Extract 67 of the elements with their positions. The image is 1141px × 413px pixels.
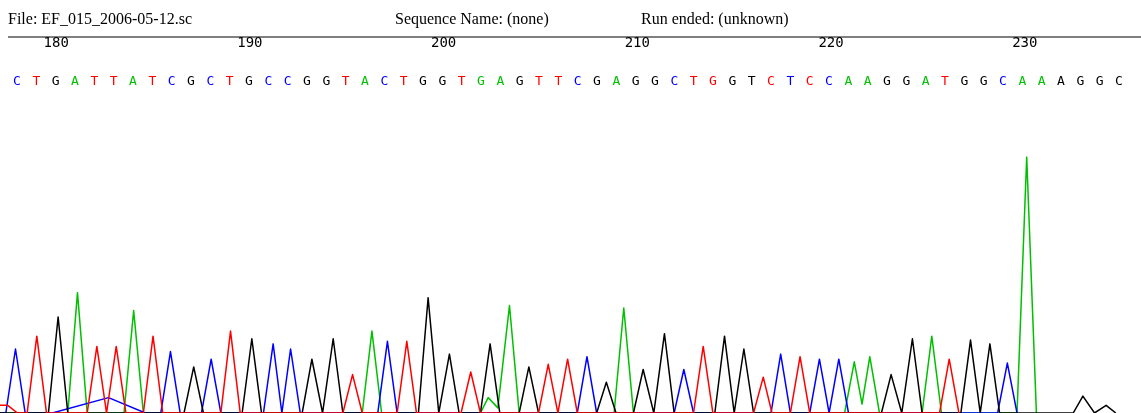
text: A: [129, 72, 138, 88]
text: C: [206, 72, 215, 88]
text: T: [689, 72, 698, 88]
text: T: [32, 72, 41, 88]
text: G: [419, 72, 428, 88]
text: G: [1076, 72, 1085, 88]
text: T: [399, 72, 408, 88]
text: G: [960, 72, 969, 88]
text: T: [941, 72, 950, 88]
text: T: [341, 72, 350, 88]
text: T: [535, 72, 544, 88]
text: G: [322, 72, 331, 88]
x-tick-label: 190: [237, 34, 263, 50]
text: C: [999, 72, 1007, 88]
text: Sequence Name: (none): [395, 9, 549, 28]
x-tick-label: 230: [1012, 34, 1038, 50]
text: G: [631, 72, 640, 88]
text: A: [844, 72, 853, 88]
text: G: [187, 72, 196, 88]
text: C: [380, 72, 389, 88]
text: T: [747, 72, 756, 88]
text: G: [438, 72, 447, 88]
text: G: [477, 72, 486, 88]
text: G: [51, 72, 60, 88]
text: A: [1037, 72, 1046, 88]
text: G: [245, 72, 254, 88]
text: G: [515, 72, 524, 88]
text: T: [457, 72, 466, 88]
text: G: [1095, 72, 1104, 88]
text: C: [167, 72, 176, 88]
text: A: [612, 72, 621, 88]
text: C: [767, 72, 775, 88]
x-tick-label: 180: [43, 34, 69, 50]
text: T: [554, 72, 563, 88]
text: A: [1018, 72, 1027, 88]
text: C: [805, 72, 814, 88]
text: A: [496, 72, 505, 88]
text: C: [670, 72, 679, 88]
text: T: [225, 72, 234, 88]
x-tick-label: 200: [430, 34, 457, 50]
text: A: [863, 72, 872, 88]
x-tick-label: 220: [818, 34, 844, 50]
text: T: [90, 72, 99, 88]
text: G: [709, 72, 718, 88]
text: G: [979, 72, 988, 88]
text: T: [148, 72, 157, 88]
text: A: [361, 72, 370, 88]
text: C: [13, 72, 21, 88]
text: C: [573, 72, 582, 88]
text: C: [825, 72, 833, 88]
text: A: [1057, 72, 1066, 88]
text: G: [728, 72, 737, 88]
text: C: [283, 72, 292, 88]
text: G: [651, 72, 660, 88]
text: T: [786, 72, 795, 88]
text: A: [921, 72, 930, 88]
text: File: EF_015_2006-05-12.sc: [8, 9, 192, 27]
text: A: [71, 72, 80, 88]
text: Run ended: (unknown): [641, 9, 789, 28]
text: T: [109, 72, 118, 88]
text: G: [593, 72, 602, 88]
x-tick-label: 210: [624, 34, 650, 50]
text: G: [883, 72, 892, 88]
text: C: [264, 72, 273, 88]
text: G: [303, 72, 312, 88]
text: C: [1115, 72, 1123, 88]
text: G: [902, 72, 911, 88]
